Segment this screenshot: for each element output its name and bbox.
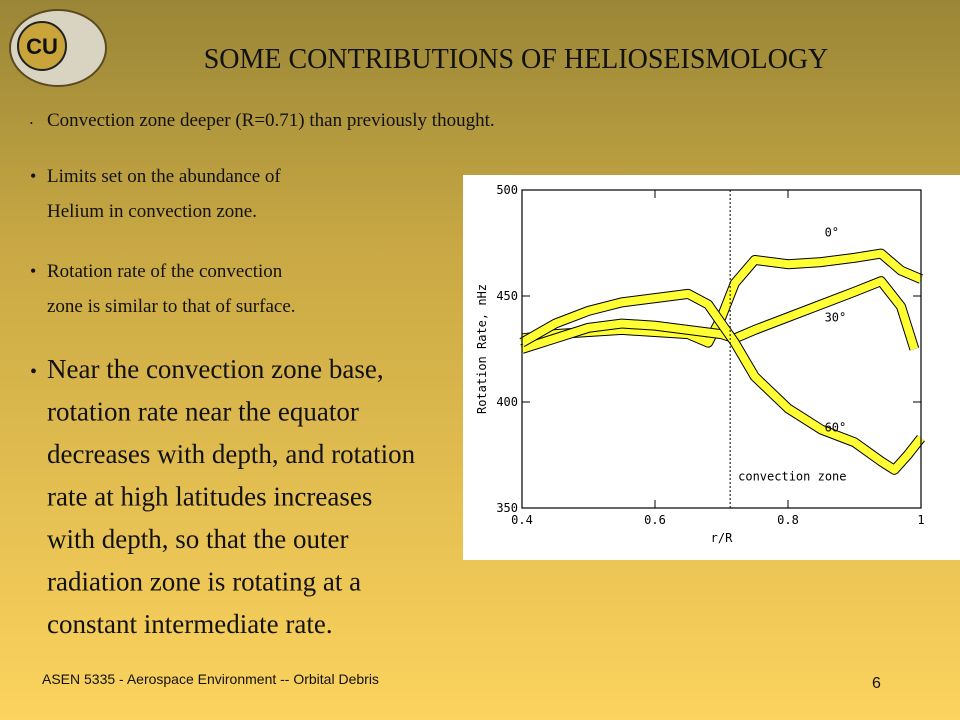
y-tick-label: 500 xyxy=(496,183,518,197)
bullet-text: rate at high latitudes increases xyxy=(47,482,372,512)
logo-emblem xyxy=(17,21,67,71)
page-number: 6 xyxy=(872,675,881,692)
logo: CU xyxy=(9,9,107,87)
bullet-marker: • xyxy=(30,361,37,383)
annotation: 60° xyxy=(825,421,847,435)
x-tick-label: 0.8 xyxy=(777,513,799,527)
bullet-marker: • xyxy=(30,261,36,281)
bullet-text: Rotation rate of the convection xyxy=(47,261,283,282)
y-tick-label: 450 xyxy=(496,289,518,303)
bullet-text: zone is similar to that of surface. xyxy=(47,296,296,317)
slide-title: SOME CONTRIBUTIONS OF HELIOSEISMOLOGY xyxy=(204,44,829,75)
x-axis-label: r/R xyxy=(711,531,733,545)
x-tick-label: 0.6 xyxy=(644,513,666,527)
annotation: convection zone xyxy=(738,469,846,483)
annotation: 0° xyxy=(825,226,839,240)
bullet-text: Helium in convection zone. xyxy=(47,201,257,222)
band xyxy=(520,289,925,474)
x-tick-label: 0.4 xyxy=(511,513,533,527)
bullet-text: constant intermediate rate. xyxy=(47,609,333,639)
band xyxy=(521,249,923,347)
bullet-text: with depth, so that the outer xyxy=(47,524,348,554)
y-axis-label: Rotation Rate, nHz xyxy=(475,284,489,414)
bullet-text: decreases with depth, and rotation xyxy=(47,439,416,469)
logo-text: CU xyxy=(26,34,58,59)
bullet-text: Limits set on the abundance of xyxy=(47,166,281,187)
chart: 350 400 450 500 0.4 0.6 0.8 1 r/R Rotation Rate, … xyxy=(463,175,960,560)
bullet-marker: • xyxy=(30,119,33,128)
x-tick-label: 1 xyxy=(917,513,924,527)
bullet-text: radiation zone is rotating at a xyxy=(47,567,361,597)
y-tick-label: 350 xyxy=(496,501,518,515)
bullet-list: • Convection zone deeper (R=0.71) than pr… xyxy=(30,110,495,639)
bullet-marker: • xyxy=(30,166,36,186)
y-tick-label: 400 xyxy=(496,395,518,409)
bullet-text: Convection zone deeper (R=0.71) than pre… xyxy=(47,110,495,131)
chart-background xyxy=(463,175,960,560)
bullet-text: Near the convection zone base, xyxy=(47,354,384,384)
bullet-text: rotation rate near the equator xyxy=(47,397,359,427)
plot-frame xyxy=(521,189,922,509)
footer-text: ASEN 5335 - Aerospace Environment -- Orb… xyxy=(42,671,379,687)
annotation: 30° xyxy=(825,310,847,324)
